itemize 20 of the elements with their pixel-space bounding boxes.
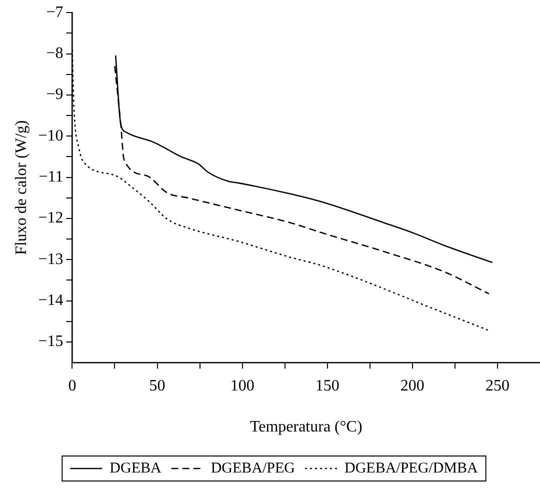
x-tick-label: 250 [485,377,510,394]
y-tick-label: −10 [38,127,64,144]
y-tick-label: −15 [38,333,64,350]
y-tick-label: −14 [38,292,64,310]
y-tick-label: −11 [38,168,64,186]
x-tick-label: 100 [230,377,254,394]
y-tick-label: −12 [38,210,64,227]
legend-label: DGEBA/PEG [210,460,296,476]
y-axis-title: Fluxo de calor (W/g) [12,120,30,255]
y-tick-label: −8 [46,44,64,62]
y-tick-label: −7 [46,4,64,21]
legend-label: DGEBA [110,460,162,476]
x-tick-label: 200 [400,377,424,394]
x-tick-label: 150 [315,377,340,394]
x-axis-title: Temperatura (°C) [250,418,362,436]
y-tick-label: −9 [46,86,64,104]
x-tick-label: 50 [149,377,166,394]
legend-label: DGEBA/PEG/DMBA [344,460,478,476]
y-tick-label: −13 [38,250,64,268]
x-tick-label: 0 [68,377,76,394]
